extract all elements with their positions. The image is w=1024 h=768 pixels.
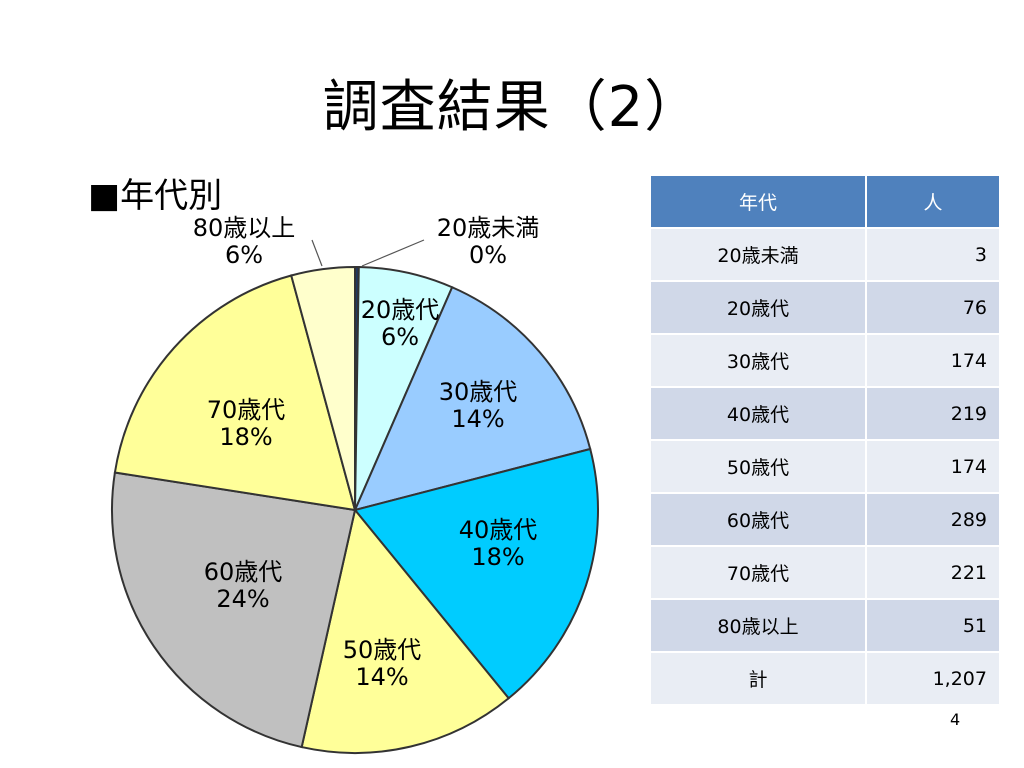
row-value: 51 — [865, 598, 1001, 653]
total-value: 1,207 — [865, 651, 1001, 706]
row-label: 20歳代 — [649, 280, 867, 335]
slice-percent-label: 18% — [219, 423, 272, 451]
row-label: 60歳代 — [649, 492, 867, 547]
row-value: 221 — [865, 545, 1001, 600]
pie-slice-6 — [111, 471, 357, 749]
row-label: 20歳未満 — [649, 227, 867, 282]
slice-percent-label: 0% — [469, 241, 507, 269]
slice-category-label: 30歳代 — [439, 378, 518, 406]
pie-slice-3 — [353, 285, 592, 512]
table-row: 70歳代 221 — [649, 545, 1001, 600]
slice-category-label: 20歳代 — [361, 296, 440, 324]
row-value: 3 — [865, 227, 1001, 282]
row-label: 40歳代 — [649, 386, 867, 441]
row-label: 80歳以上 — [649, 598, 867, 653]
row-value: 76 — [865, 280, 1001, 335]
pie-slice-8 — [290, 265, 356, 511]
pie-slice-4 — [353, 447, 599, 700]
slice-category-label: 60歳代 — [204, 558, 283, 586]
row-value: 174 — [865, 333, 1001, 388]
header-count: 人 — [865, 174, 1001, 229]
pie-labels: 20歳未満0%20歳代6%30歳代14%40歳代18%50歳代14%60歳代24… — [193, 214, 540, 691]
slice-category-label: 70歳代 — [207, 396, 286, 424]
leader-lines — [311, 239, 425, 267]
age-table: 年代 人 20歳未満 3 20歳代 76 30歳代 174 40歳代 219 50歳代 1… — [649, 174, 1001, 706]
table-row-total: 計 1,207 — [649, 651, 1001, 706]
slice-category-label: 40歳代 — [459, 516, 538, 544]
row-value: 289 — [865, 492, 1001, 547]
table-row: 20歳未満 3 — [649, 227, 1001, 282]
pie-slices — [111, 265, 599, 754]
section-heading: ■年代別 — [88, 176, 223, 216]
table-row: 50歳代 174 — [649, 439, 1001, 494]
slice-category-label: 80歳以上 — [193, 214, 296, 242]
header-age: 年代 — [649, 174, 867, 229]
total-label: 計 — [649, 651, 867, 706]
leader-line — [361, 239, 425, 267]
page-number: 4 — [950, 710, 961, 729]
table-row: 20歳代 76 — [649, 280, 1001, 335]
row-label: 30歳代 — [649, 333, 867, 388]
slice-category-label: 50歳代 — [343, 636, 422, 664]
slice-percent-label: 14% — [451, 405, 504, 433]
pie-slice-5 — [300, 507, 511, 754]
table-row: 30歳代 174 — [649, 333, 1001, 388]
slice-percent-label: 24% — [216, 585, 269, 613]
slice-percent-label: 18% — [471, 543, 524, 571]
row-label: 70歳代 — [649, 545, 867, 600]
slice-percent-label: 6% — [381, 323, 419, 351]
leader-line — [311, 239, 323, 267]
slice-percent-label: 6% — [225, 241, 263, 269]
table-row: 40歳代 219 — [649, 386, 1001, 441]
slice-category-label: 20歳未満 — [437, 214, 540, 242]
row-label: 50歳代 — [649, 439, 867, 494]
pie-chart: 20歳未満0%20歳代6%30歳代14%40歳代18%50歳代14%60歳代24… — [111, 214, 599, 754]
slice-percent-label: 14% — [355, 663, 408, 691]
pie-slice-7 — [113, 274, 357, 512]
table-row: 80歳以上 51 — [649, 598, 1001, 653]
row-value: 219 — [865, 386, 1001, 441]
slide-title: 調査結果（2） — [322, 75, 702, 140]
row-value: 174 — [865, 439, 1001, 494]
table-row: 60歳代 289 — [649, 492, 1001, 547]
